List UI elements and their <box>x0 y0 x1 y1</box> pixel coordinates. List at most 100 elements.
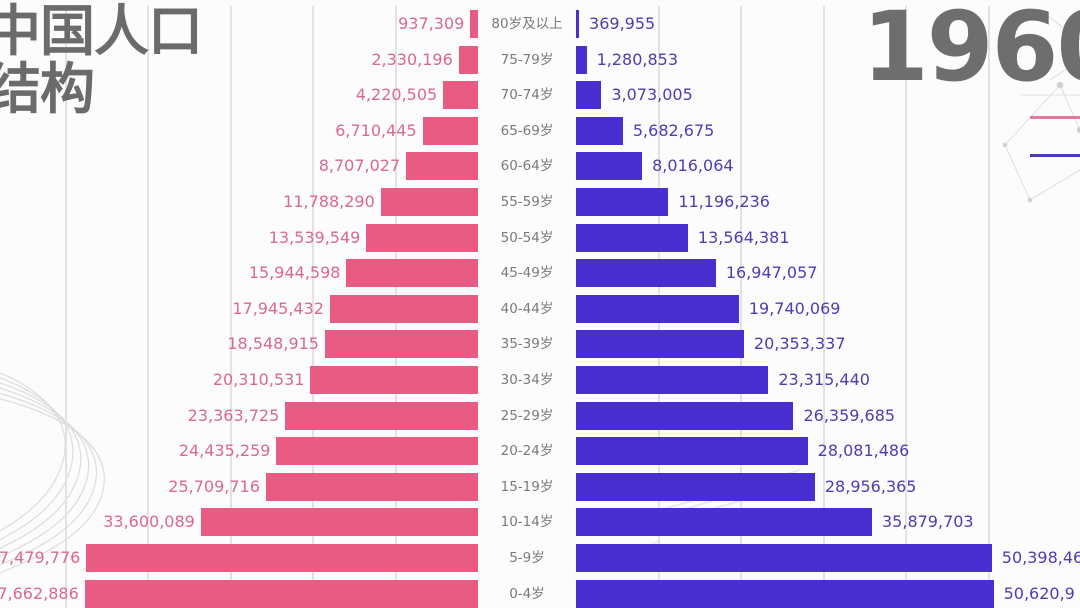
pyramid-row: 15,944,598 45-49岁 16,947,057 <box>0 258 1080 288</box>
age-group-label: 50-54岁 <box>500 229 554 246</box>
pyramid-row: 6,710,445 65-69岁 5,682,675 <box>0 116 1080 146</box>
pyramid-row: 4,220,505 70-74岁 3,073,005 <box>0 80 1080 110</box>
age-group-label: 25-29岁 <box>500 407 554 424</box>
left-value-label: 24,435,259 <box>178 441 271 461</box>
pyramid-row: 11,788,290 55-59岁 11,196,236 <box>0 187 1080 217</box>
left-bar <box>422 116 478 145</box>
left-value-label: 4,220,505 <box>355 85 438 105</box>
left-value-label: 13,539,549 <box>268 227 361 247</box>
right-bar <box>576 294 739 323</box>
pyramid-row: 17,945,432 40-44岁 19,740,069 <box>0 294 1080 324</box>
right-bar <box>576 472 815 501</box>
gridline <box>740 6 742 608</box>
age-group-label: 5-9岁 <box>509 550 545 566</box>
right-bar <box>576 508 872 537</box>
pyramid-row: 18,548,915 35-39岁 20,353,337 <box>0 329 1080 359</box>
pyramid-row: 13,539,549 50-54岁 13,564,381 <box>0 223 1080 253</box>
age-group-label: 75-79岁 <box>500 51 554 68</box>
pyramid-row: 47,662,886 0-4岁 50,620,9 <box>0 579 1080 608</box>
right-value-label: 28,956,365 <box>824 476 917 496</box>
gridline <box>230 6 232 608</box>
left-bar <box>458 45 478 74</box>
right-bar <box>576 223 688 252</box>
right-bar <box>576 259 716 288</box>
age-group-label: 40-44岁 <box>500 300 554 317</box>
left-bar <box>265 472 478 501</box>
right-bar <box>576 81 602 110</box>
left-bar <box>310 366 478 394</box>
right-bar <box>576 152 643 181</box>
gridline <box>905 6 907 608</box>
gridline <box>147 6 149 608</box>
age-group-label: 80岁及以上 <box>491 16 563 32</box>
left-bar <box>346 259 478 288</box>
age-group-label: 0-4岁 <box>509 585 545 602</box>
pyramid-row: 24,435,259 20-24岁 28,081,486 <box>0 436 1080 466</box>
right-value-label: 8,016,064 <box>652 156 734 176</box>
age-group-label: 15-19岁 <box>500 478 554 495</box>
pyramid-row: 8,707,027 60-64岁 8,016,064 <box>0 151 1080 181</box>
left-value-label: 20,310,531 <box>212 370 305 389</box>
pyramid-row: 2,330,196 75-79岁 1,280,853 <box>0 45 1080 75</box>
right-value-label: 3,073,005 <box>611 85 693 105</box>
left-bar <box>324 330 478 359</box>
left-value-label: 15,944,598 <box>248 263 341 283</box>
left-bar <box>285 401 478 430</box>
left-value-label: 25,709,716 <box>168 476 260 496</box>
right-value-label: 369,955 <box>589 14 656 33</box>
right-value-label: 16,947,057 <box>725 263 818 283</box>
pyramid-row: 25,709,716 15-19岁 28,956,365 <box>0 472 1080 502</box>
right-bar <box>576 10 580 38</box>
right-value-label: 50,620,9 <box>1003 583 1075 603</box>
right-value-label: 13,564,381 <box>697 227 790 247</box>
left-bar <box>366 223 478 252</box>
right-bar <box>576 401 794 430</box>
pyramid-row: 33,600,089 10-14岁 35,879,703 <box>0 507 1080 537</box>
right-bar <box>576 116 623 145</box>
left-value-label: 47,479,776 <box>0 548 81 567</box>
chart-title: 中国人口 结构 <box>0 2 203 121</box>
gridline <box>312 6 314 608</box>
right-value-label: 5,682,675 <box>632 120 715 140</box>
left-bar <box>84 579 478 608</box>
right-value-label: 23,315,440 <box>778 370 870 389</box>
left-value-label: 18,548,915 <box>227 334 319 354</box>
age-group-label: 10-14岁 <box>500 514 554 531</box>
right-bar <box>576 188 669 216</box>
chart-title-line2: 结构 <box>0 57 95 121</box>
right-value-label: 28,081,486 <box>817 441 910 461</box>
left-bar <box>329 294 478 323</box>
legend-female-line <box>1030 116 1080 119</box>
right-value-label: 19,740,069 <box>748 298 841 318</box>
gridline <box>988 6 990 608</box>
left-bar <box>470 10 478 38</box>
left-bar <box>406 152 478 181</box>
left-value-label: 33,600,089 <box>103 512 195 532</box>
left-bar <box>200 508 478 537</box>
age-group-label: 65-69岁 <box>500 122 554 139</box>
left-value-label: 47,662,886 <box>0 583 79 603</box>
age-group-label: 70-74岁 <box>500 87 554 104</box>
left-bar <box>380 188 478 216</box>
age-group-label: 45-49岁 <box>500 265 554 282</box>
pyramid-row: 23,363,725 25-29岁 26,359,685 <box>0 401 1080 431</box>
pyramid-row: 937,309 80岁及以上 369,955 <box>0 9 1080 39</box>
gridline <box>65 6 67 608</box>
left-bar <box>276 437 478 466</box>
right-value-label: 35,879,703 <box>882 512 974 532</box>
right-bar <box>576 330 744 359</box>
legend-male-line <box>1030 154 1080 157</box>
right-bar <box>576 544 992 572</box>
left-bar <box>443 81 478 110</box>
age-group-label: 55-59岁 <box>500 194 554 210</box>
right-value-label: 20,353,337 <box>753 334 846 354</box>
left-value-label: 11,788,290 <box>283 192 375 211</box>
right-value-label: 11,196,236 <box>678 192 770 211</box>
right-bar <box>576 366 769 394</box>
right-bar <box>576 579 994 608</box>
age-group-label: 20-24岁 <box>500 443 554 460</box>
left-value-label: 8,707,027 <box>318 156 401 176</box>
left-bar <box>86 544 478 572</box>
right-bar <box>576 437 808 466</box>
age-group-label: 30-34岁 <box>500 372 554 388</box>
